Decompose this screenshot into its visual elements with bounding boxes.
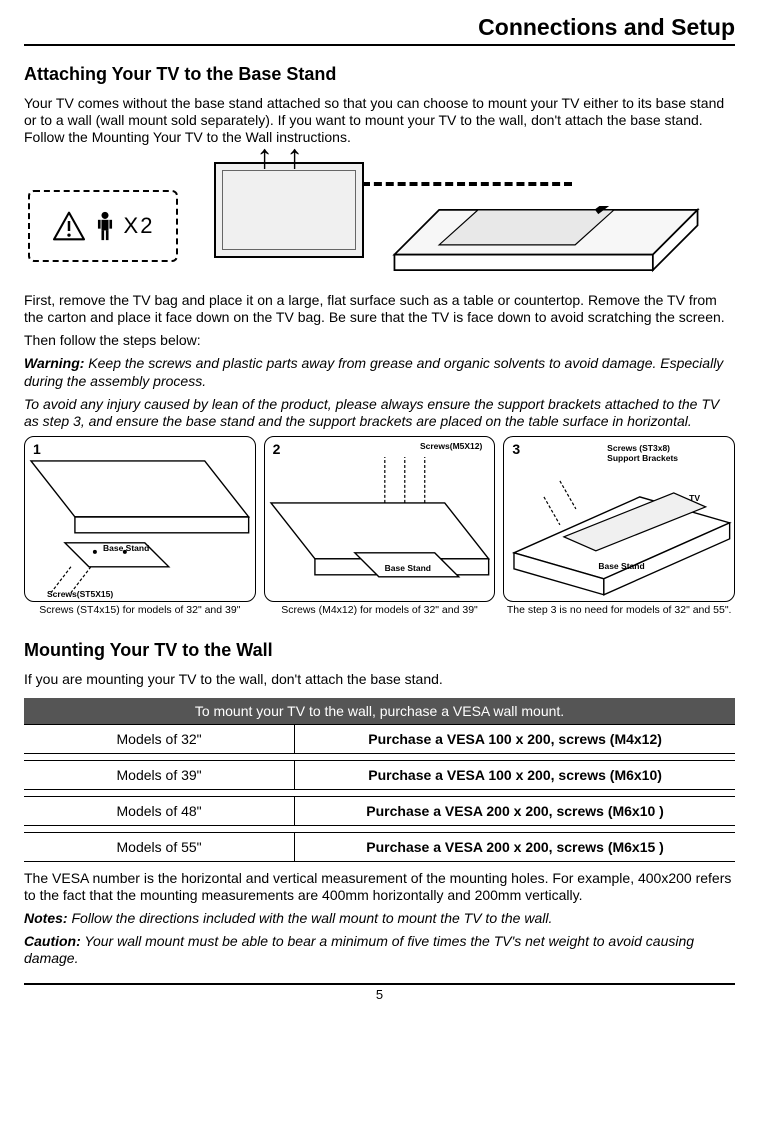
steps-row: 1 Base Stand Screws(ST5X15) 2 [24, 436, 735, 602]
step-1-diagram-icon [25, 437, 255, 602]
tv-front-icon: ↑ ↑ [214, 162, 364, 258]
page-number: 5 [24, 985, 735, 1002]
vesa-description: The VESA number is the horizontal and ve… [24, 870, 735, 904]
table-row: Models of 55" Purchase a VESA 200 x 200,… [24, 832, 735, 862]
warning-label: Warning: [24, 355, 84, 371]
tabletop-icon [386, 206, 706, 274]
caution-label: Caution: [24, 933, 81, 949]
arrow-up-icon: ↑ [256, 138, 273, 177]
step-2-panel: 2 Screws(M5X12) Base Stand [264, 436, 496, 602]
top-illustration: X2 ↑ ↑ [24, 152, 735, 282]
table-row: Models of 48" Purchase a VESA 200 x 200,… [24, 796, 735, 826]
vesa-cell: Purchase a VESA 200 x 200, screws (M6x10… [294, 796, 735, 826]
manual-page: Connections and Setup Attaching Your TV … [0, 0, 759, 1010]
model-cell: Models of 48" [24, 796, 294, 826]
section2-heading: Mounting Your TV to the Wall [24, 640, 735, 661]
caution-text: Your wall mount must be able to bear a m… [24, 933, 694, 966]
vesa-table-header: To mount your TV to the wall, purchase a… [24, 698, 735, 724]
step-3-panel: 3 Screws (ST3x8) Support Brackets TV Bas… [503, 436, 735, 602]
title-bar: Connections and Setup [24, 14, 735, 46]
step-1-panel: 1 Base Stand Screws(ST5X15) [24, 436, 256, 602]
person-icon [96, 211, 114, 241]
section1-p3: Then follow the steps below: [24, 332, 735, 349]
step3-base-label: Base Stand [598, 561, 644, 571]
warning-triangle-icon [52, 211, 86, 241]
vesa-cell: Purchase a VESA 200 x 200, screws (M6x15… [294, 832, 735, 862]
table-row: Models of 39" Purchase a VESA 100 x 200,… [24, 760, 735, 790]
step-captions-row: Screws (ST4x15) for models of 32" and 39… [24, 604, 735, 616]
step2-screws-label: Screws(M5X12) [420, 441, 482, 451]
motion-trail-icon [362, 182, 572, 186]
section2-p1: If you are mounting your TV to the wall,… [24, 671, 735, 688]
model-cell: Models of 39" [24, 760, 294, 790]
step2-base-label: Base Stand [385, 563, 431, 573]
section1-heading: Attaching Your TV to the Base Stand [24, 64, 735, 85]
section1-injury: To avoid any injury caused by lean of th… [24, 396, 735, 430]
step3-screws-label: Screws (ST3x8) [607, 443, 670, 453]
warning-text: Keep the screws and plastic parts away f… [24, 355, 723, 388]
caution-line: Caution: Your wall mount must be able to… [24, 933, 735, 967]
model-cell: Models of 55" [24, 832, 294, 862]
person-count-label: X2 [124, 213, 155, 239]
vesa-table: To mount your TV to the wall, purchase a… [24, 698, 735, 862]
step1-base-label: Base Stand [103, 543, 149, 553]
section1-p2: First, remove the TV bag and place it on… [24, 292, 735, 326]
two-person-warning-box: X2 [28, 190, 178, 262]
page-title: Connections and Setup [24, 14, 735, 41]
step3-caption: The step 3 is no need for models of 32" … [503, 604, 735, 616]
step-2-diagram-icon [265, 437, 495, 602]
section1-warning: Warning: Keep the screws and plastic par… [24, 355, 735, 389]
step2-caption: Screws (M4x12) for models of 32" and 39" [264, 604, 496, 616]
step1-screws-label: Screws(ST5X15) [47, 589, 113, 599]
section1-p1: Your TV comes without the base stand att… [24, 95, 735, 146]
model-cell: Models of 32" [24, 724, 294, 754]
step1-caption: Screws (ST4x15) for models of 32" and 39… [24, 604, 256, 616]
arrow-up-icon: ↑ [286, 138, 303, 177]
notes-line: Notes: Follow the directions included wi… [24, 910, 735, 927]
notes-label: Notes: [24, 910, 68, 926]
table-row: Models of 32" Purchase a VESA 100 x 200,… [24, 724, 735, 754]
step3-brackets-label: Support Brackets [607, 453, 678, 463]
step3-tv-label: TV [689, 493, 700, 503]
vesa-cell: Purchase a VESA 100 x 200, screws (M4x12… [294, 724, 735, 754]
notes-text: Follow the directions included with the … [68, 910, 553, 926]
vesa-cell: Purchase a VESA 100 x 200, screws (M6x10… [294, 760, 735, 790]
